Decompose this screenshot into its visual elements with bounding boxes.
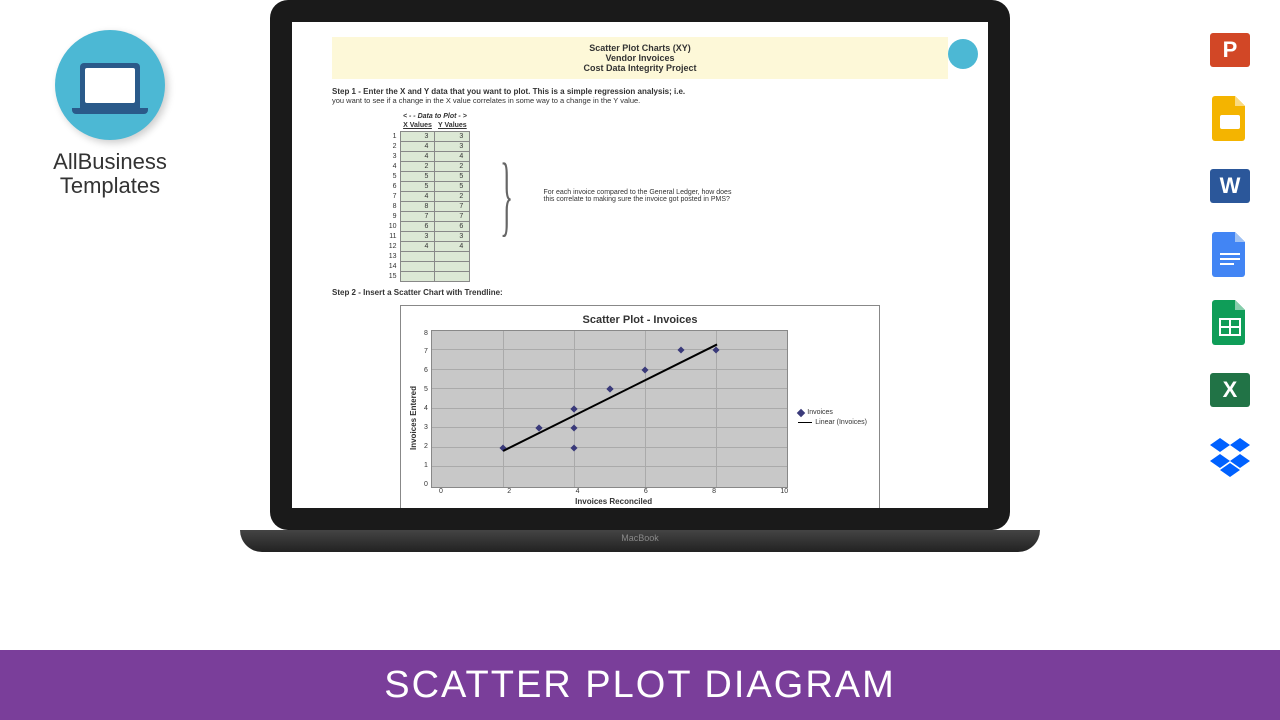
macbook-mockup: Scatter Plot Charts (XY) Vendor Invoices…	[240, 0, 1040, 650]
svg-text:X: X	[1223, 377, 1238, 402]
google-slides-icon[interactable]	[1205, 93, 1255, 143]
doc-title-2: Vendor Invoices	[338, 53, 942, 63]
scatter-chart: Scatter Plot - Invoices Invoices Entered…	[400, 305, 880, 509]
brace-icon: }	[500, 160, 513, 232]
doc-header: Scatter Plot Charts (XY) Vendor Invoices…	[332, 37, 948, 79]
macbook-base	[240, 530, 1040, 552]
dropbox-icon[interactable]	[1205, 433, 1255, 483]
table-note: For each invoice compared to the General…	[544, 189, 744, 203]
data-table: < - - Data to Plot - > X ValuesY Values …	[372, 111, 470, 282]
google-sheets-icon[interactable]	[1205, 297, 1255, 347]
app-icons-column: P W X	[1205, 25, 1255, 483]
x-axis: 0246810	[424, 488, 788, 495]
logo-icon	[55, 30, 165, 140]
chart-ylabel: Invoices Entered	[409, 330, 418, 506]
y-axis: 012345678	[424, 330, 431, 488]
svg-text:P: P	[1223, 37, 1238, 62]
google-docs-icon[interactable]	[1205, 229, 1255, 279]
brand-logo: AllBusiness Templates	[20, 30, 200, 198]
step2-text: Step 2 - Insert a Scatter Chart with Tre…	[332, 288, 948, 297]
excel-icon[interactable]: X	[1205, 365, 1255, 415]
document-preview: Scatter Plot Charts (XY) Vendor Invoices…	[292, 22, 988, 508]
doc-logo-icon	[948, 39, 978, 69]
powerpoint-icon[interactable]: P	[1205, 25, 1255, 75]
svg-text:W: W	[1220, 173, 1241, 198]
logo-text-1: AllBusiness	[20, 150, 200, 174]
plot-area	[431, 330, 788, 488]
word-icon[interactable]: W	[1205, 161, 1255, 211]
doc-title-1: Scatter Plot Charts (XY)	[338, 43, 942, 53]
logo-text-2: Templates	[20, 174, 200, 198]
doc-title-3: Cost Data Integrity Project	[338, 63, 942, 73]
step1-text: Step 1 - Enter the X and Y data that you…	[332, 87, 948, 105]
chart-title: Scatter Plot - Invoices	[409, 314, 871, 326]
chart-legend: Invoices Linear (Invoices)	[794, 330, 871, 506]
title-banner: SCATTER PLOT DIAGRAM	[0, 650, 1280, 720]
chart-xlabel: Invoices Reconciled	[424, 497, 788, 506]
